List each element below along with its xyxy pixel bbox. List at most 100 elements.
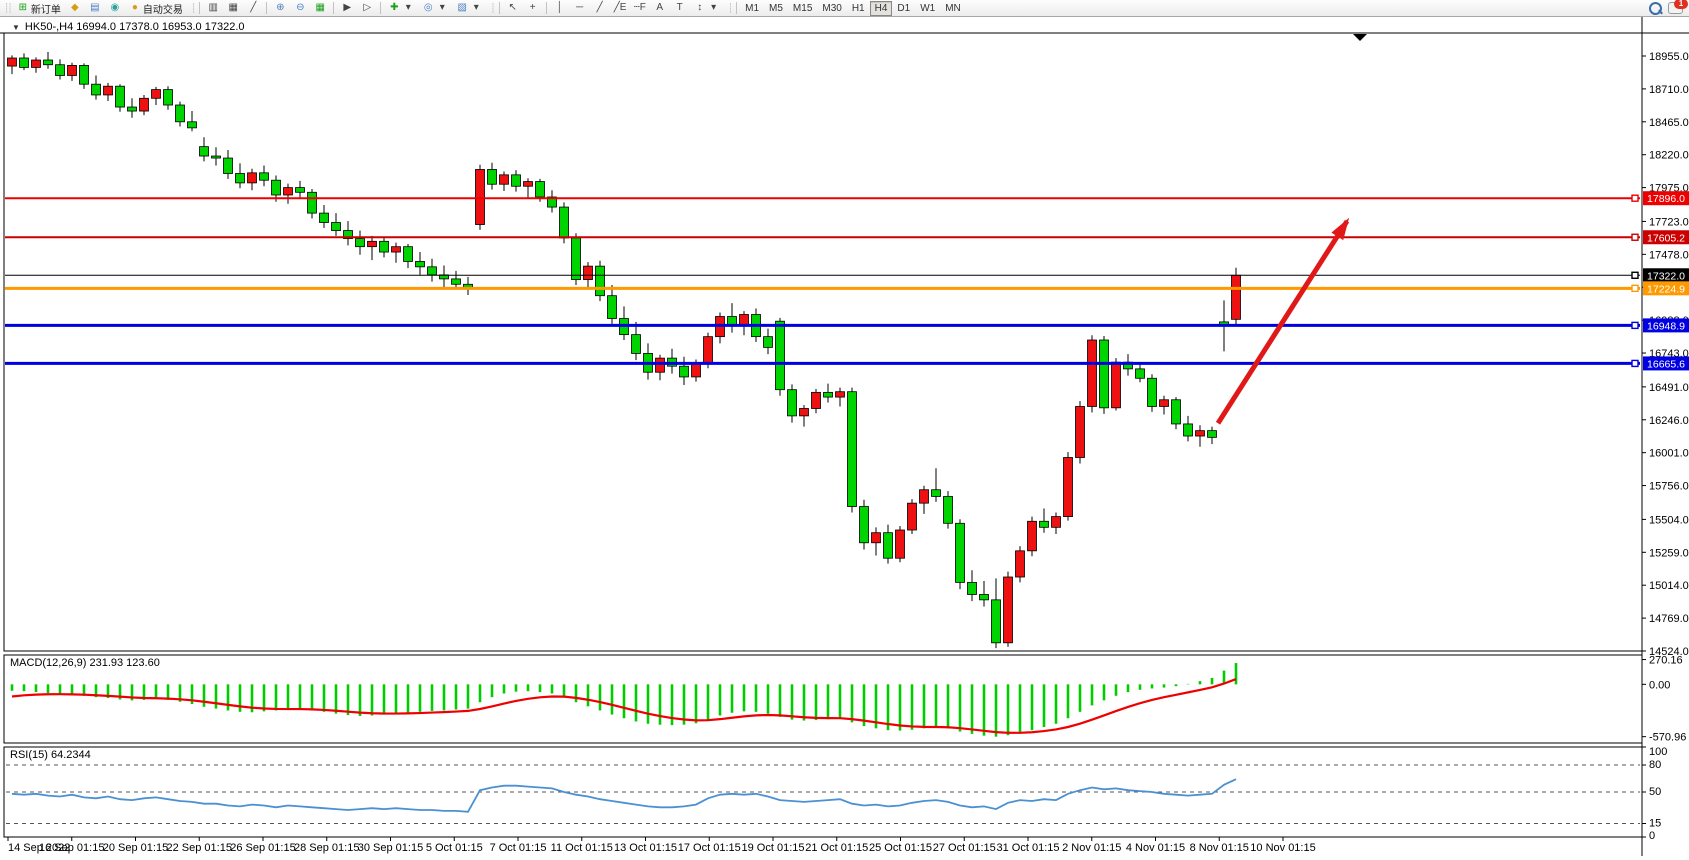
text-button[interactable]: A — [650, 0, 670, 16]
candlestick — [511, 174, 521, 187]
trend-arrow-head[interactable] — [1331, 217, 1350, 241]
trend-arrow[interactable] — [1215, 219, 1350, 425]
trendline-button[interactable]: ╱ — [590, 0, 610, 16]
price-tick-label: 14769.0 — [1649, 613, 1689, 625]
macd-panel[interactable] — [3, 654, 1643, 744]
price-tick-label: 14524.0 — [1649, 646, 1689, 658]
price-tick-label: 18955.0 — [1649, 51, 1689, 63]
candlestick — [43, 59, 53, 66]
candlestick — [151, 89, 161, 99]
fibonacci-button[interactable]: ┄F — [630, 0, 650, 16]
charts-button[interactable]: ◆ — [65, 0, 85, 16]
candlestick — [583, 265, 593, 280]
candlestick — [487, 169, 497, 185]
equidistant-channel-button[interactable]: ╱E — [610, 0, 630, 16]
candlestick — [379, 240, 389, 253]
crosshair-button[interactable]: + — [523, 0, 543, 16]
arrows-button[interactable]: ↕ ▾ — [690, 0, 724, 16]
vertical-line-button[interactable]: │ — [550, 0, 570, 16]
candlestick — [1003, 576, 1013, 644]
candlestick — [79, 64, 89, 85]
candlestick-button[interactable]: ▦ — [223, 0, 243, 16]
candlestick — [271, 179, 281, 196]
price-tick-label: 18710.0 — [1649, 84, 1689, 96]
cursor-button[interactable]: ↖ — [503, 0, 523, 16]
charts-icon: ◆ — [70, 2, 79, 13]
candlestick — [1195, 430, 1205, 437]
macd-indicator-label: MACD(12,26,9) 231.93 123.60 — [10, 657, 160, 669]
candlestick — [1111, 361, 1121, 409]
price-tick-label: 16246.0 — [1649, 415, 1689, 427]
candlestick — [7, 57, 17, 67]
trendline-icon: ╱ — [596, 2, 603, 13]
data-window-button[interactable]: ▤ — [85, 0, 105, 16]
hline-handle[interactable] — [1631, 194, 1639, 202]
text-label-button[interactable]: T — [670, 0, 690, 16]
price-label-box — [1643, 268, 1689, 283]
time-tick-label: 28 Sep 01:15 — [294, 842, 359, 854]
candlestick — [1075, 406, 1085, 458]
zoom-out-icon: ⊖ — [296, 2, 305, 13]
line-chart-button[interactable]: ╱ — [243, 0, 263, 16]
candlestick — [547, 196, 557, 208]
rsi-axis-label: 0 — [1649, 830, 1655, 842]
time-tick-label: 22 Sep 01:15 — [167, 842, 232, 854]
macd-signal-line — [11, 678, 1237, 734]
hline-handle[interactable] — [1631, 271, 1639, 279]
auto-trading-button[interactable]: ● 自动交易 — [125, 0, 187, 16]
fibonacci-icon: ┄F — [633, 2, 646, 13]
templates-button[interactable]: ▧ ▾ — [452, 0, 486, 16]
new-order-button[interactable]: ⊞ 新订单 — [13, 0, 65, 16]
periods-button[interactable]: ◎ ▾ — [418, 0, 452, 16]
candlestick — [343, 230, 353, 240]
price-label-box — [1643, 230, 1689, 245]
time-tick-label: 4 Nov 01:15 — [1126, 842, 1185, 854]
time-tick-label: 5 Oct 01:15 — [426, 842, 483, 854]
navigator-button[interactable]: ◉ — [105, 0, 125, 16]
tile-windows-button[interactable]: ▦ — [310, 0, 330, 16]
chart-shift-button[interactable]: ▶ — [337, 0, 357, 16]
tab-m15[interactable]: M15 — [792, 2, 813, 14]
notification-badge: 1 — [1674, 0, 1688, 9]
templates-icon: ▧ — [457, 2, 467, 13]
time-tick-label: 21 Oct 01:15 — [805, 842, 868, 854]
hline-handle[interactable] — [1631, 321, 1639, 330]
equidistant-channel-icon: ╱E — [613, 2, 627, 13]
shift-marker-icon — [1353, 34, 1367, 41]
main-chart-panel[interactable] — [3, 32, 1643, 652]
hline-handle[interactable] — [1631, 359, 1639, 368]
cursor-icon: ↖ — [508, 2, 517, 13]
auto-scroll-button[interactable]: ▷ — [357, 0, 377, 16]
tab-m1[interactable]: M1 — [745, 2, 760, 14]
collapse-chart-icon[interactable]: ▼ — [12, 22, 20, 32]
tab-m5[interactable]: M5 — [769, 2, 783, 14]
vertical-line-icon: │ — [556, 2, 563, 13]
bar-chart-button[interactable]: ▥ — [203, 0, 223, 16]
horizontal-line-icon: ─ — [576, 2, 584, 13]
candlestick — [223, 157, 233, 174]
notifications-icon[interactable]: 1 — [1668, 0, 1688, 14]
time-tick-label: 17 Oct 01:15 — [678, 842, 741, 854]
price-label-box — [1643, 318, 1689, 333]
indicators-button[interactable]: ✚ ▾ — [384, 0, 418, 16]
zoom-out-button[interactable]: ⊖ — [290, 0, 310, 16]
chart-canvas[interactable]: 18955.018710.018465.018220.017975.017723… — [0, 16, 1689, 860]
tab-mn[interactable]: MN — [945, 2, 961, 14]
rsi-line — [11, 778, 1237, 813]
horizontal-line-button[interactable]: ─ — [570, 0, 590, 16]
tab-h4[interactable]: H4 — [869, 0, 893, 16]
tab-m30[interactable]: M30 — [822, 2, 842, 14]
macd-axis-label: 0.00 — [1649, 679, 1670, 691]
zoom-in-button[interactable]: ⊕ — [270, 0, 290, 16]
data-window-icon: ▤ — [90, 2, 100, 13]
search-icon[interactable] — [1649, 1, 1662, 15]
tab-d1[interactable]: D1 — [897, 2, 911, 14]
rsi-axis-label: 15 — [1649, 818, 1661, 830]
macd-axis-label: -570.96 — [1649, 732, 1686, 744]
hline-handle[interactable] — [1631, 233, 1639, 241]
hline-handle[interactable] — [1631, 284, 1639, 293]
auto-scroll-icon: ▷ — [363, 2, 372, 13]
tab-w1[interactable]: W1 — [920, 2, 936, 14]
time-tick-label: 13 Oct 01:15 — [614, 842, 677, 854]
tab-h1[interactable]: H1 — [851, 2, 865, 14]
